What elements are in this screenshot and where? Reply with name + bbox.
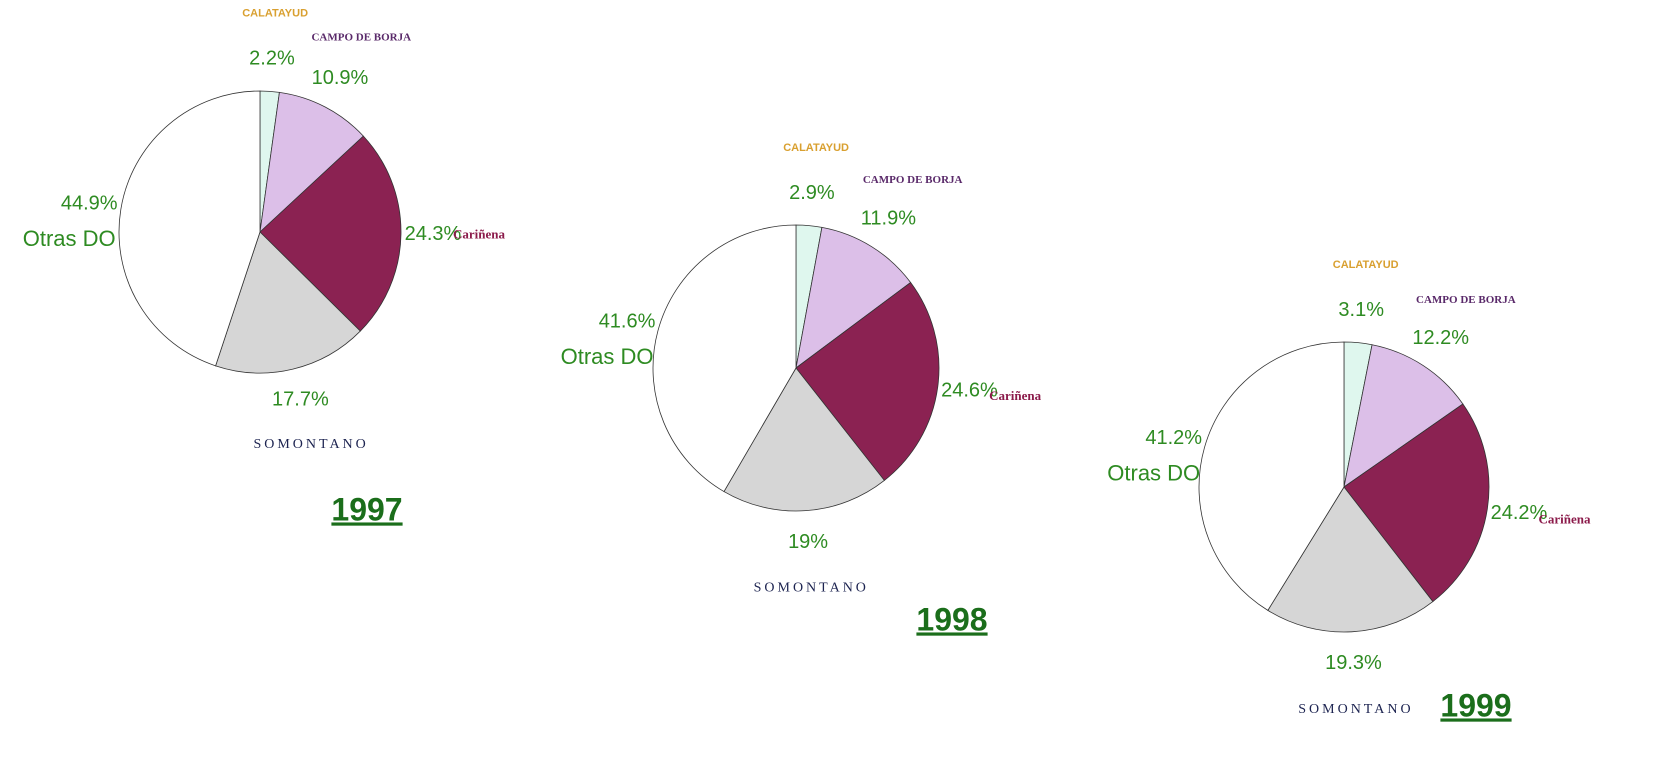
- pie-slice: [723, 367, 885, 512]
- chart-title: 1997: [331, 491, 402, 527]
- value-label: 41.2%: [1145, 427, 1202, 449]
- pie-slice: [259, 91, 364, 234]
- value-label: 24.3%: [405, 223, 462, 245]
- pie-slice: [795, 281, 940, 482]
- chart-title: 1999: [1440, 687, 1511, 723]
- value-label: 17.7%: [272, 389, 329, 411]
- category-label: SOMONTANO: [754, 581, 869, 596]
- value-label: 44.9%: [61, 193, 118, 215]
- category-label: Cariñena: [989, 388, 1042, 403]
- value-label: 41.6%: [599, 311, 656, 333]
- pie-slice: [1198, 341, 1345, 611]
- category-label: Cariñena: [453, 226, 506, 241]
- category-label: Otras DO: [23, 226, 116, 251]
- value-label: 24.2%: [1491, 502, 1548, 524]
- category-label: CALATAYUD: [242, 7, 308, 19]
- value-label: 24.6%: [941, 379, 998, 401]
- value-label: 3.1%: [1338, 299, 1384, 321]
- pie-slice: [1343, 403, 1490, 603]
- pie-slice: [795, 226, 912, 369]
- category-label: Cariñena: [1538, 511, 1591, 526]
- category-label: Otras DO: [561, 344, 654, 369]
- value-label: 11.9%: [861, 208, 916, 230]
- pie-slice: [652, 224, 797, 493]
- category-label: Otras DO: [1107, 461, 1200, 486]
- pie-slice: [259, 135, 402, 332]
- value-label: 19%: [788, 531, 828, 553]
- category-label: CAMPO DE BORJA: [1416, 294, 1516, 306]
- pie-slice: [215, 231, 361, 374]
- chart-title: 1998: [916, 601, 987, 637]
- pie-slice: [1267, 486, 1434, 633]
- value-label: 12.2%: [1412, 327, 1469, 349]
- value-label: 19.3%: [1325, 652, 1382, 674]
- category-label: SOMONTANO: [253, 437, 368, 452]
- category-label: CAMPO DE BORJA: [863, 174, 963, 186]
- category-label: CALATAYUD: [1333, 259, 1399, 271]
- category-label: CALATAYUD: [783, 142, 849, 154]
- value-label: 2.2%: [249, 48, 295, 70]
- category-label: SOMONTANO: [1298, 702, 1413, 717]
- value-label: 2.9%: [789, 182, 835, 204]
- category-label: CAMPO DE BORJA: [311, 31, 411, 43]
- pie-slice: [1343, 344, 1464, 488]
- pie-slice: [118, 90, 261, 367]
- value-label: 10.9%: [312, 67, 369, 89]
